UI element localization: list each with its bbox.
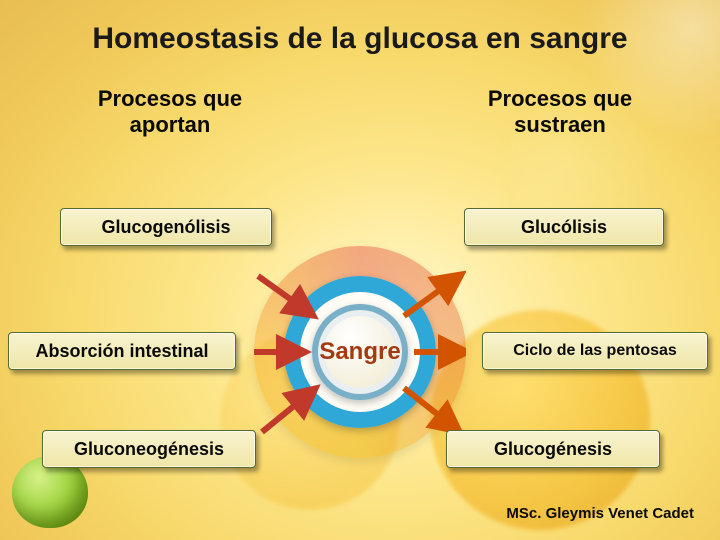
slide: Homeostasis de la glucosa en sangre Proc…: [0, 0, 720, 540]
box-glucolisis: Glucólisis: [464, 208, 664, 246]
box-absorcion: Absorción intestinal: [8, 332, 236, 370]
center-label: Sangre: [319, 338, 400, 366]
column-right-line2: sustraen: [514, 112, 606, 137]
column-left-line2: aportan: [130, 112, 211, 137]
box-pentosas: Ciclo de las pentosas: [482, 332, 708, 370]
box-glucogenesis: Glucogénesis: [446, 430, 660, 468]
center-diagram: Sangre: [254, 246, 466, 458]
column-right-line1: Procesos que: [488, 86, 632, 111]
page-title: Homeostasis de la glucosa en sangre: [0, 22, 720, 56]
ring-inner: Sangre: [312, 304, 408, 400]
box-gluconeogenesis: Gluconeogénesis: [42, 430, 256, 468]
column-left-line1: Procesos que: [98, 86, 242, 111]
column-left-label: Procesos que aportan: [50, 86, 290, 138]
box-glucogenolisis: Glucogenólisis: [60, 208, 272, 246]
footer-author: MSc. Gleymis Venet Cadet: [506, 505, 694, 522]
column-right-label: Procesos que sustraen: [440, 86, 680, 138]
